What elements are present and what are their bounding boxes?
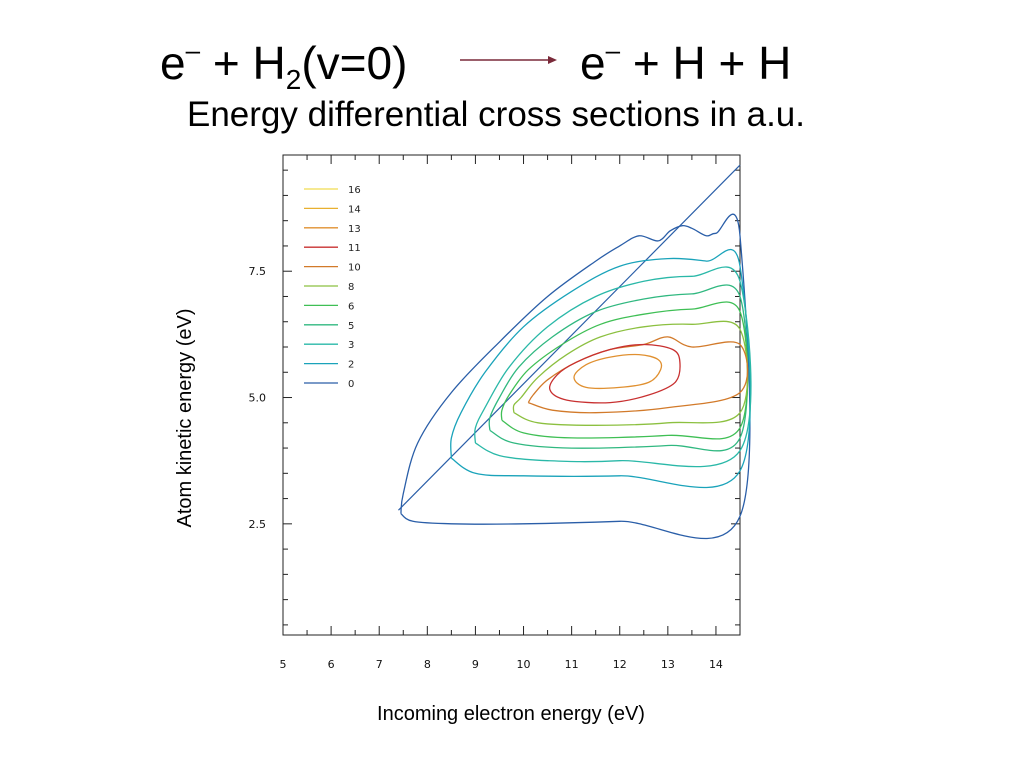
contour-line-0 bbox=[400, 213, 751, 540]
reactant-vibrational-state: (v=0) bbox=[301, 37, 408, 89]
threshold-line bbox=[398, 164, 741, 511]
x-tick-label: 9 bbox=[472, 658, 479, 671]
legend-label: 0 bbox=[348, 379, 354, 390]
legend-label: 10 bbox=[348, 263, 361, 274]
legend-label: 6 bbox=[348, 301, 354, 312]
plot-frame bbox=[282, 154, 741, 636]
slide-subtitle: Energy differential cross sections in a.… bbox=[186, 95, 805, 134]
x-tick-label: 11 bbox=[565, 658, 579, 671]
contour-line-2 bbox=[450, 249, 751, 489]
contour-line-13 bbox=[573, 353, 663, 390]
legend: 16 14 13 11 10 8 6 5 3 2 0 bbox=[304, 185, 361, 390]
contour-lines bbox=[398, 164, 752, 540]
x-tick-label: 6 bbox=[328, 658, 335, 671]
reactant-molecule: H bbox=[252, 37, 286, 89]
x-tick-label: 14 bbox=[709, 658, 723, 671]
reactant-subscript: 2 bbox=[285, 64, 302, 95]
contour-line-3 bbox=[474, 266, 752, 468]
y-tick-label: 7.5 bbox=[249, 265, 267, 278]
contour-line-11 bbox=[549, 343, 681, 404]
plus-sign: + bbox=[705, 37, 759, 89]
product-atom: H bbox=[758, 37, 792, 89]
legend-label: 14 bbox=[348, 204, 361, 215]
plus-sign: + bbox=[200, 37, 253, 89]
contour-line-6 bbox=[500, 301, 749, 440]
x-tick-label: 7 bbox=[376, 658, 383, 671]
x-axis-label: Incoming electron energy (eV) bbox=[0, 702, 1024, 726]
contour-line-10 bbox=[527, 336, 749, 414]
y-tick-label: 2.5 bbox=[249, 518, 267, 531]
plot-border bbox=[282, 154, 741, 636]
product-electron-charge: – bbox=[605, 35, 621, 65]
reactant-electron-charge: – bbox=[185, 35, 201, 65]
contour-chart: 5 6 7 8 9 10 11 12 13 14 2.5 5.0 7.5 16 14 13 11 10 8 6 5 3 2… bbox=[249, 154, 752, 671]
legend-label: 2 bbox=[348, 360, 354, 371]
product-atom: H bbox=[672, 37, 706, 89]
legend-label: 16 bbox=[348, 185, 361, 196]
contour-line-5 bbox=[488, 284, 749, 452]
legend-label: 11 bbox=[348, 243, 361, 254]
reaction-arrow-icon bbox=[460, 56, 557, 64]
product-electron: e bbox=[580, 37, 606, 89]
x-axis-label-text: Incoming electron energy (eV) bbox=[377, 703, 645, 725]
y-tick-label: 5.0 bbox=[249, 392, 267, 405]
legend-label: 13 bbox=[348, 224, 361, 235]
slide-title: e– + H2(v=0) e– + H + H bbox=[0, 18, 1024, 95]
x-tick-label: 12 bbox=[613, 658, 627, 671]
legend-label: 5 bbox=[348, 321, 354, 332]
x-tick-label: 8 bbox=[424, 658, 431, 671]
x-tick-label: 13 bbox=[661, 658, 675, 671]
axis-ticks: 5 6 7 8 9 10 11 12 13 14 2.5 5.0 7.5 bbox=[249, 155, 741, 671]
y-axis-label: Atom kinetic energy (eV) bbox=[174, 308, 196, 528]
x-tick-label: 10 bbox=[517, 658, 531, 671]
x-tick-label: 5 bbox=[280, 658, 287, 671]
legend-label: 8 bbox=[348, 282, 354, 293]
reaction-products: e– + H + H bbox=[580, 18, 791, 95]
contour-line-8 bbox=[512, 320, 749, 426]
reaction-reactants: e– + H2(v=0) bbox=[160, 18, 407, 112]
plus-sign: + bbox=[620, 37, 673, 89]
reactant-electron: e bbox=[160, 37, 186, 89]
legend-label: 3 bbox=[348, 340, 354, 351]
